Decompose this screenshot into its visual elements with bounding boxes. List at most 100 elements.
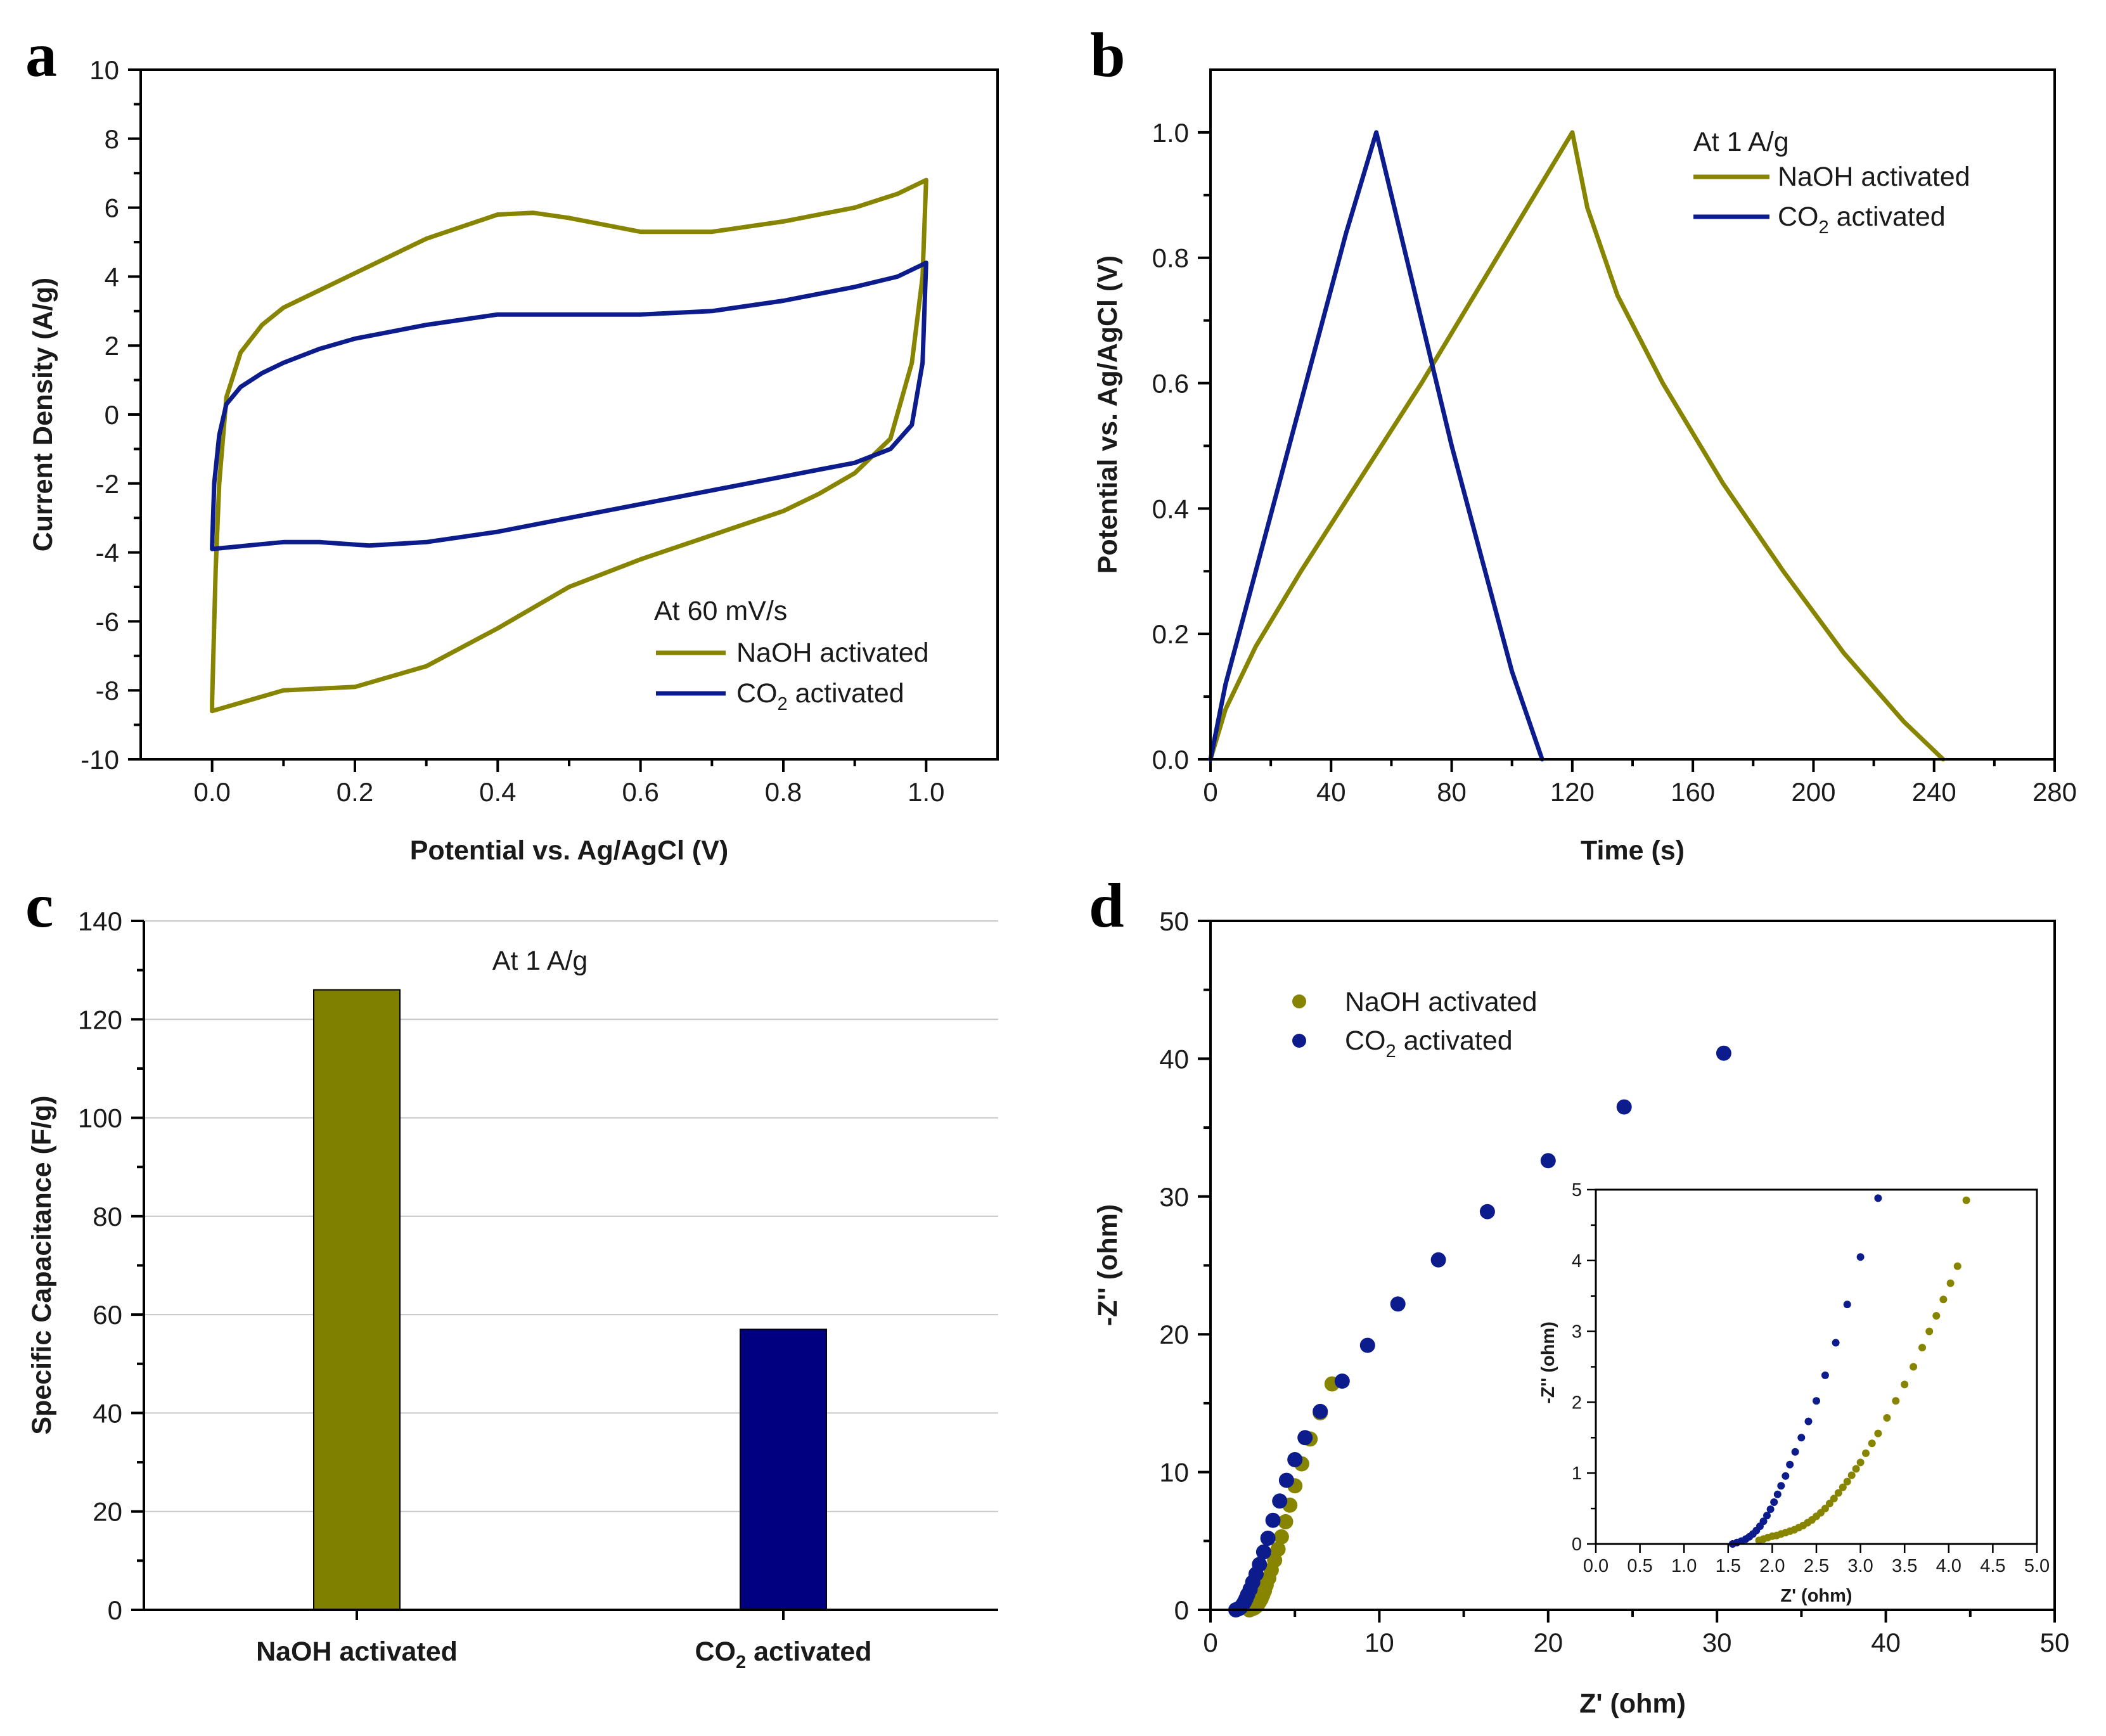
panel-d-inset-point-co2 xyxy=(1797,1434,1806,1442)
panel-b-legend-label-naoh: NaOH activated xyxy=(1778,162,1970,192)
panel-a-y-tick-label: -6 xyxy=(96,607,119,636)
panel-d-inset-y-tick-label: 4 xyxy=(1572,1251,1582,1271)
panel-b-frame xyxy=(1209,68,2056,761)
panel-d-y-axis-title: -Z'' (ohm) xyxy=(1093,1204,1123,1326)
panel-d-inset-x-tick-label: 0.0 xyxy=(1583,1556,1608,1576)
panel-d-inset-point-naoh xyxy=(1953,1262,1962,1270)
panel-b-y-tick-label: 0.8 xyxy=(1152,243,1189,273)
panel-a-series xyxy=(210,177,928,714)
panel-d-point-co2 xyxy=(1255,1544,1271,1560)
panel-d-inset-point-naoh xyxy=(1946,1279,1955,1287)
panel-d-inset-frame xyxy=(1595,1188,2038,1545)
panel-d-inset-y-tick-label: 3 xyxy=(1572,1322,1582,1342)
panel-c-annotation: At 1 A/g xyxy=(492,946,588,976)
panel-d-inset-point-co2 xyxy=(1804,1417,1813,1425)
panel-b-label: b xyxy=(1090,20,1126,90)
panel-d-y-tick-label: 30 xyxy=(1159,1182,1189,1212)
panel-d-point-naoh xyxy=(1273,1529,1289,1545)
panel-b-y-axis-title: Potential vs. Ag/AgCl (V) xyxy=(1093,255,1123,574)
panel-d-point-co2 xyxy=(1297,1430,1313,1446)
panel-d-point-co2 xyxy=(1479,1204,1495,1219)
panel-b: b 0 40 80 120 160 200 240 280 0.0 0.2 0.4 0.6 0.8 1.0… xyxy=(1090,20,2077,866)
panel-d-inset-x-tick-label: 5.0 xyxy=(2024,1556,2050,1576)
panel-c-y-tick-label: 40 xyxy=(93,1398,122,1428)
panel-d-inset-point-naoh xyxy=(1825,1500,1833,1508)
panel-d-inset-y-tick-label: 1 xyxy=(1572,1463,1582,1484)
panel-d-inset-point-co2 xyxy=(1782,1472,1790,1480)
panel-d-label: d xyxy=(1089,870,1124,941)
panel-d-inset-x-tick-label: 4.5 xyxy=(1980,1556,2005,1576)
panel-a-legend-label-co2: CO2 activated xyxy=(736,678,904,714)
panel-a-y-tick-label: 8 xyxy=(105,124,119,154)
panel-d-inset-point-naoh xyxy=(1847,1471,1856,1479)
panel-d-point-co2 xyxy=(1265,1512,1281,1528)
panel-d-inset-x-tick-label: 3.0 xyxy=(1847,1556,1873,1576)
panel-d-inset-point-co2 xyxy=(1843,1301,1851,1309)
panel-d-inset-point-naoh xyxy=(1962,1196,1970,1204)
panel-b-line-co2 xyxy=(1208,130,1544,762)
panel-a-y-tick-label: 6 xyxy=(105,193,119,223)
panel-d-point-co2 xyxy=(1359,1337,1375,1353)
panel-b-y-tick-label: 0.0 xyxy=(1152,745,1189,775)
panel-b-y-tick-label: 1.0 xyxy=(1152,118,1189,148)
panel-a-y-tick-label: -10 xyxy=(80,745,119,775)
panel-b-x-tick-label: 40 xyxy=(1316,777,1346,807)
panel-d-point-co2 xyxy=(1430,1252,1446,1268)
panel-d-point-co2 xyxy=(1334,1373,1350,1389)
panel-a-y-tick-label: -2 xyxy=(96,469,119,499)
panel-d-inset-x-tick-label: 2.5 xyxy=(1804,1556,1829,1576)
panel-d-y-tick-label: 20 xyxy=(1159,1320,1189,1349)
panel-b-legend: At 1 A/g NaOH activated CO2 activated xyxy=(1693,127,1970,238)
panel-c-y-tick-label: 20 xyxy=(93,1497,122,1527)
panel-d-point-co2 xyxy=(1252,1557,1268,1572)
panel-a-label: a xyxy=(25,20,57,90)
panel-a-y-tick-label: 4 xyxy=(105,262,119,292)
panel-d-frame xyxy=(1209,920,2056,1611)
panel-b-x-tick-label: 280 xyxy=(2032,777,2077,807)
panel-d-inset-point-co2 xyxy=(1763,1512,1771,1520)
panel-d-inset-x-tick-label: 1.0 xyxy=(1671,1556,1697,1576)
panel-d-inset-point-naoh xyxy=(1892,1397,1900,1405)
panel-c-y-tick-label: 80 xyxy=(93,1202,122,1231)
panel-d-inset-point-naoh xyxy=(1830,1495,1838,1503)
panel-d-legend-marker-co2 xyxy=(1292,1034,1306,1048)
panel-d-inset-point-naoh xyxy=(1834,1489,1842,1497)
panel-a-gridlayer: 0.0 0.2 0.4 0.6 0.8 1.0 -10 -8 -6 -4 -2 0 2 4 6 8 10 xyxy=(80,55,944,807)
panel-d-x-axis-title: Z' (ohm) xyxy=(1579,1688,1686,1719)
panel-c-y-tick-label: 100 xyxy=(78,1103,122,1133)
panel-c: c 0 20 40 60 80 100 120 140 At 1 A/g Specific C… xyxy=(25,870,998,1673)
panel-d-inset-x-axis-title: Z' (ohm) xyxy=(1780,1586,1852,1606)
panel-b-x-tick-label: 240 xyxy=(1912,777,1956,807)
panel-d-legend: NaOH activated CO2 activated xyxy=(1292,987,1538,1062)
panel-d-inset-point-naoh xyxy=(1839,1483,1847,1491)
panel-c-bar-naoh xyxy=(313,989,401,1611)
panel-d-point-naoh xyxy=(1270,1541,1286,1557)
panel-a-y-tick-label: -4 xyxy=(96,538,119,568)
panel-d-inset-y-tick-label: 0 xyxy=(1572,1534,1582,1555)
panel-d-y-tick-label: 10 xyxy=(1159,1458,1189,1488)
panel-b-y-tick-label: 0.2 xyxy=(1152,619,1189,649)
panel-d-inset-x-tick-label: 3.5 xyxy=(1892,1556,1917,1576)
panel-b-series xyxy=(1208,130,1946,762)
panel-d-x-tick-label: 10 xyxy=(1364,1628,1394,1657)
panel-d-inset-point-naoh xyxy=(1874,1429,1882,1437)
panel-d-inset-point-naoh xyxy=(1821,1505,1829,1513)
panel-a-y-tick-label: 2 xyxy=(105,331,119,361)
panel-b-x-tick-label: 160 xyxy=(1671,777,1715,807)
panel-c-y-tick-label: 60 xyxy=(93,1300,122,1330)
panel-d-point-naoh xyxy=(1278,1514,1294,1529)
panel-d-inset-x-tick-label: 0.5 xyxy=(1627,1556,1652,1576)
panel-d-inset-point-co2 xyxy=(1770,1498,1778,1506)
panel-d-inset-point-naoh xyxy=(1932,1312,1941,1320)
panel-b-x-tick-label: 120 xyxy=(1550,777,1595,807)
panel-d-inset-point-co2 xyxy=(1766,1505,1775,1514)
panel-d-inset-ticks: 0.0 0.5 1.0 1.5 2.0 2.5 3.0 3.5 4.0 4.5 5.0 0 1 2 3 4 5 xyxy=(1572,1180,2050,1576)
panel-d-inset-point-naoh xyxy=(1856,1458,1865,1467)
panel-b-x-tick-label: 200 xyxy=(1791,777,1835,807)
panel-d-inset-point-naoh xyxy=(1901,1380,1909,1389)
panel-d-inset-point-naoh xyxy=(1939,1296,1948,1304)
panel-c-y-tick-label: 120 xyxy=(78,1005,122,1034)
panel-d-x-tick-label: 40 xyxy=(1871,1628,1901,1657)
